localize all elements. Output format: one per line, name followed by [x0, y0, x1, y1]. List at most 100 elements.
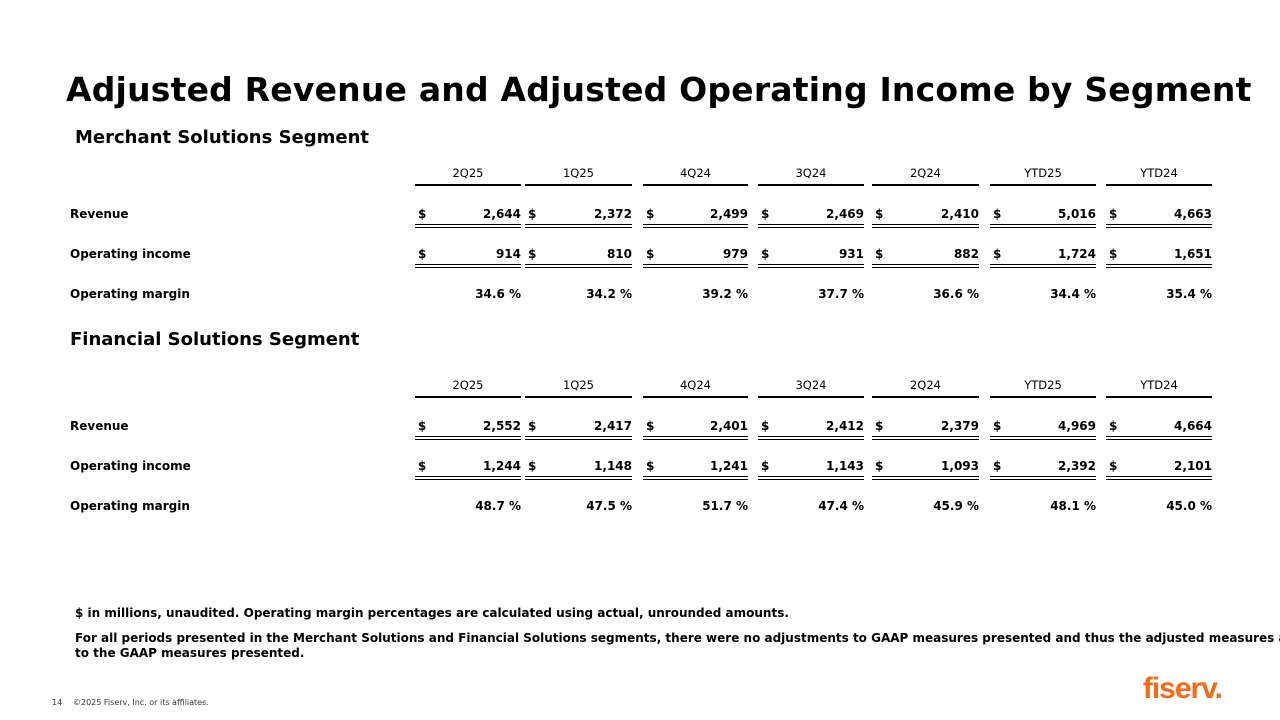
- table-cell: 2,499: [710, 207, 748, 221]
- currency-symbol: $: [1109, 459, 1118, 473]
- currency-symbol: $: [993, 207, 1002, 221]
- double-underline: [1106, 264, 1212, 268]
- footnote-adjustments-line-1: For all periods presented in the Merchan…: [75, 631, 1280, 645]
- double-underline: [525, 264, 632, 268]
- currency-symbol: $: [993, 247, 1002, 261]
- double-underline: [758, 476, 864, 480]
- double-underline: [643, 264, 748, 268]
- currency-symbol: $: [875, 247, 884, 261]
- column-header: 4Q24: [643, 378, 748, 398]
- currency-symbol: $: [528, 419, 537, 433]
- double-underline: [415, 264, 521, 268]
- currency-symbol: $: [528, 459, 537, 473]
- segment-title: Financial Solutions Segment: [70, 329, 360, 350]
- currency-symbol: $: [761, 459, 770, 473]
- double-underline: [525, 436, 632, 440]
- double-underline: [643, 476, 748, 480]
- currency-symbol: $: [418, 419, 427, 433]
- table-cell: 2,379: [941, 419, 979, 433]
- segment-title: Merchant Solutions Segment: [75, 127, 370, 148]
- currency-symbol: $: [761, 207, 770, 221]
- column-header: 1Q25: [525, 378, 632, 398]
- column-header: 2Q25: [415, 166, 521, 186]
- currency-symbol: $: [875, 419, 884, 433]
- currency-symbol: $: [418, 207, 427, 221]
- double-underline: [525, 476, 632, 480]
- currency-symbol: $: [993, 419, 1002, 433]
- table-cell: 931: [838, 247, 864, 261]
- double-underline: [643, 436, 748, 440]
- table-cell: 51.7 %: [702, 499, 748, 513]
- table-cell: 45.9 %: [933, 499, 979, 513]
- column-header: 3Q24: [758, 378, 864, 398]
- column-header: YTD24: [1106, 166, 1212, 186]
- table-cell: 2,552: [483, 419, 521, 433]
- table-cell: 2,417: [594, 419, 632, 433]
- currency-symbol: $: [875, 459, 884, 473]
- table-cell: 1,143: [826, 459, 864, 473]
- double-underline: [872, 224, 979, 228]
- table-cell: 810: [606, 247, 632, 261]
- table-cell: 1,244: [483, 459, 521, 473]
- double-underline: [990, 476, 1096, 480]
- table-cell: 39.2 %: [702, 287, 748, 301]
- column-header: 2Q25: [415, 378, 521, 398]
- row-label: Revenue: [70, 207, 129, 221]
- double-underline: [415, 476, 521, 480]
- currency-symbol: $: [528, 247, 537, 261]
- currency-symbol: $: [418, 247, 427, 261]
- currency-symbol: $: [761, 419, 770, 433]
- table-cell: 2,410: [941, 207, 979, 221]
- column-header: YTD25: [990, 166, 1096, 186]
- currency-symbol: $: [1109, 419, 1118, 433]
- table-cell: 2,392: [1058, 459, 1096, 473]
- currency-symbol: $: [528, 207, 537, 221]
- table-cell: 2,101: [1174, 459, 1212, 473]
- row-label: Operating margin: [70, 499, 190, 513]
- currency-symbol: $: [646, 459, 655, 473]
- table-cell: 1,241: [710, 459, 748, 473]
- column-header: 2Q24: [872, 166, 979, 186]
- column-header: 3Q24: [758, 166, 864, 186]
- double-underline: [415, 436, 521, 440]
- copyright: ©2025 Fiserv, Inc. or its affiliates.: [73, 698, 209, 707]
- table-cell: 1,093: [941, 459, 979, 473]
- column-header: 1Q25: [525, 166, 632, 186]
- table-cell: 914: [495, 247, 521, 261]
- table-cell: 2,401: [710, 419, 748, 433]
- page-title: Adjusted Revenue and Adjusted Operating …: [66, 70, 1252, 109]
- table-cell: 882: [953, 247, 979, 261]
- double-underline: [990, 264, 1096, 268]
- footnote-units: $ in millions, unaudited. Operating marg…: [75, 606, 789, 620]
- currency-symbol: $: [646, 247, 655, 261]
- table-cell: 979: [722, 247, 748, 261]
- double-underline: [872, 264, 979, 268]
- double-underline: [990, 224, 1096, 228]
- double-underline: [758, 264, 864, 268]
- table-cell: 34.6 %: [475, 287, 521, 301]
- fiserv-logo: fiserv.: [1142, 672, 1223, 705]
- table-cell: 4,664: [1174, 419, 1212, 433]
- double-underline: [990, 436, 1096, 440]
- table-cell: 1,651: [1174, 247, 1212, 261]
- table-cell: 48.1 %: [1050, 499, 1096, 513]
- currency-symbol: $: [761, 247, 770, 261]
- footnote-adjustments: For all periods presented in the Merchan…: [75, 631, 1280, 661]
- row-label: Operating income: [70, 247, 191, 261]
- currency-symbol: $: [418, 459, 427, 473]
- double-underline: [415, 224, 521, 228]
- table-cell: 34.4 %: [1050, 287, 1096, 301]
- column-header: YTD24: [1106, 378, 1212, 398]
- double-underline: [758, 436, 864, 440]
- double-underline: [1106, 224, 1212, 228]
- row-label: Operating margin: [70, 287, 190, 301]
- table-cell: 45.0 %: [1166, 499, 1212, 513]
- column-header: YTD25: [990, 378, 1096, 398]
- double-underline: [525, 224, 632, 228]
- table-cell: 2,469: [826, 207, 864, 221]
- table-cell: 2,412: [826, 419, 864, 433]
- table-cell: 1,724: [1058, 247, 1096, 261]
- footnote-adjustments-line-2: to the GAAP measures presented.: [75, 646, 305, 660]
- table-cell: 4,663: [1174, 207, 1212, 221]
- row-label: Revenue: [70, 419, 129, 433]
